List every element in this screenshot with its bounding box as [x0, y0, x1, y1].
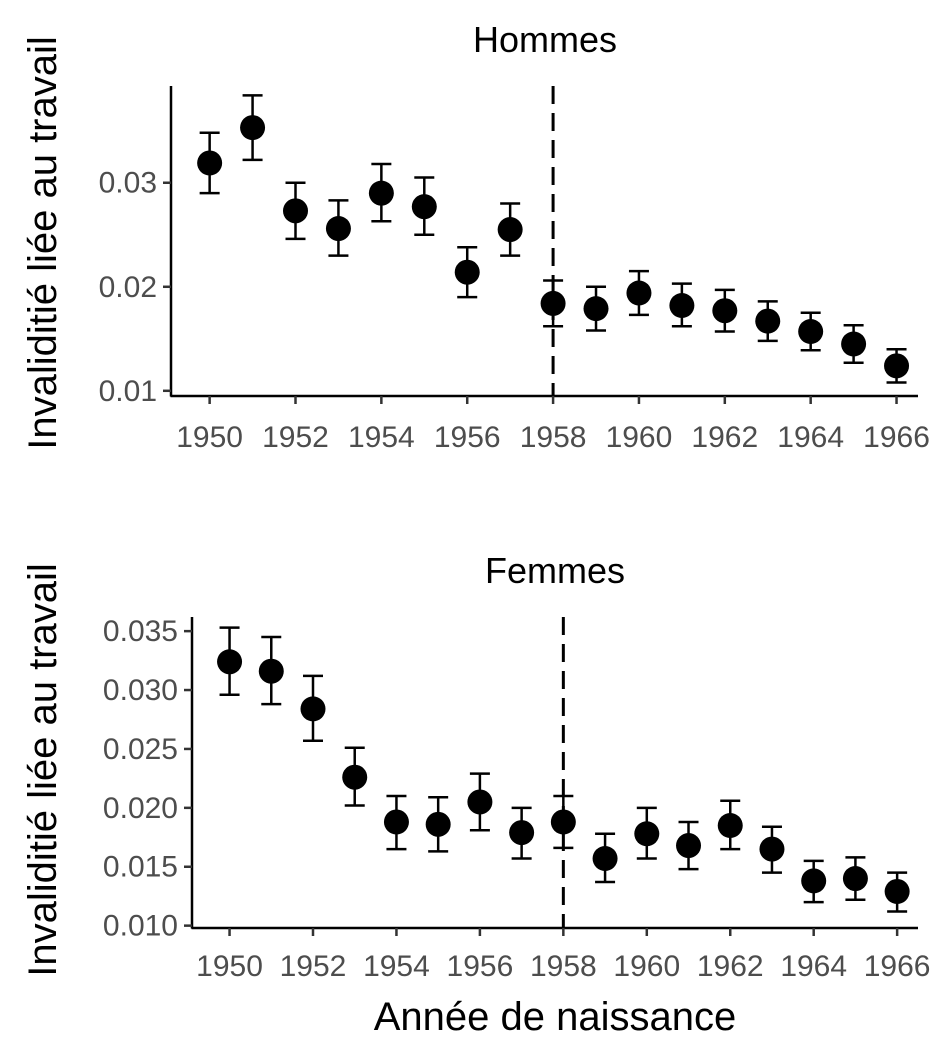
data-point: [258, 658, 284, 684]
data-point: [411, 194, 437, 220]
y-tick-label: 0.010: [103, 910, 178, 943]
x-tick-label: 1952: [262, 421, 329, 454]
data-point: [240, 115, 266, 141]
panel-title: Hommes: [473, 19, 617, 60]
x-tick-label: 1950: [176, 421, 243, 454]
x-tick-label: 1962: [697, 950, 764, 983]
data-point: [841, 331, 867, 357]
y-axis-label: Invaliditié liée au travail: [21, 563, 65, 977]
data-point: [755, 308, 781, 334]
data-point: [550, 809, 576, 835]
x-tick-label: 1960: [606, 421, 673, 454]
y-tick-label: 0.015: [103, 851, 178, 884]
x-tick-label: 1964: [777, 421, 844, 454]
data-point: [467, 789, 493, 815]
x-tick-label: 1966: [864, 950, 931, 983]
x-tick-label: 1958: [520, 421, 587, 454]
panel-hommes: Hommes Invaliditié liée au travail 0.01 0…: [21, 19, 930, 454]
data-point: [497, 217, 523, 243]
data-point: [583, 296, 609, 322]
panel-title: Femmes: [485, 550, 625, 591]
data-point: [669, 292, 695, 318]
y-tick-label: 0.01: [99, 375, 157, 408]
data-point: [283, 198, 308, 224]
data-point: [342, 764, 368, 790]
x-tick-label: 1952: [280, 950, 347, 983]
data-point: [712, 298, 738, 324]
data-point: [509, 820, 535, 846]
y-tick-label: 0.03: [99, 167, 157, 200]
x-tick-label: 1964: [780, 950, 847, 983]
y-tick-label: 0.025: [103, 733, 178, 766]
data-point: [634, 821, 660, 847]
data-point: [592, 845, 618, 871]
x-tick-label: 1954: [348, 421, 415, 454]
data-point: [368, 180, 394, 206]
data-point: [676, 833, 702, 859]
data-point: [197, 150, 223, 176]
x-axis-label: Année de naissance: [374, 995, 737, 1039]
data-point: [454, 259, 480, 285]
y-axis-label: Invaliditié liée au travail: [21, 36, 65, 450]
x-tick-label: 1960: [613, 950, 680, 983]
data-point: [383, 809, 409, 835]
data-point: [300, 696, 326, 722]
y-tick-label: 0.020: [103, 792, 178, 825]
data-point: [717, 813, 743, 839]
data-point: [626, 280, 652, 306]
x-tick-label: 1966: [863, 421, 930, 454]
y-tick-label: 0.030: [103, 674, 178, 707]
data-point: [759, 836, 785, 862]
x-tick-label: 1950: [196, 950, 263, 983]
data-point: [801, 868, 827, 894]
x-tick-label: 1962: [691, 421, 758, 454]
x-tick-label: 1954: [363, 950, 430, 983]
data-point: [425, 811, 451, 837]
data-point: [884, 353, 910, 379]
data-point: [798, 319, 824, 345]
data-point: [842, 866, 868, 892]
x-tick-label: 1958: [530, 950, 597, 983]
x-tick-label: 1956: [447, 950, 514, 983]
panel-femmes: Femmes Invaliditié liée au travail Année…: [21, 550, 931, 1039]
data-point: [217, 649, 243, 675]
data-point: [540, 290, 566, 316]
data-point: [884, 878, 910, 904]
data-point: [325, 216, 351, 242]
y-tick-label: 0.035: [103, 615, 178, 648]
x-tick-label: 1956: [434, 421, 501, 454]
y-tick-label: 0.02: [99, 271, 157, 304]
